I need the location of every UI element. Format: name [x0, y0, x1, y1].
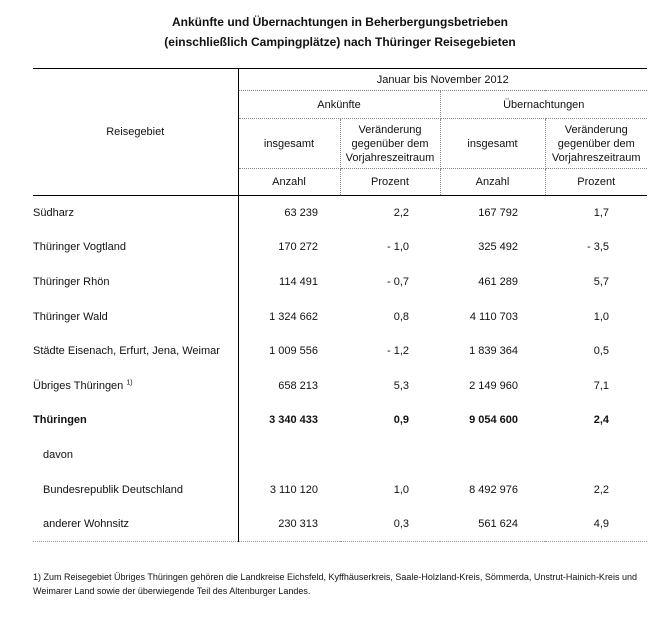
- overnights-count-unit-header: Anzahl: [440, 168, 546, 196]
- arrivals-total-cell: 1 324 662: [269, 310, 318, 323]
- page-title-line-2: (einschließlich Campingplätze) nach Thür…: [164, 35, 516, 49]
- arrivals-change-cell: - 1,2: [386, 345, 409, 358]
- region-cell: Städte Eisenach, Erfurt, Jena, Weimar: [33, 333, 239, 369]
- overnights-change-header: Veränderung gegenüber dem Vorjahreszeitr…: [545, 118, 648, 169]
- footnote-reference: 1): [126, 379, 133, 387]
- table-row: Bundesrepublik Deutschland 3 110 120 1,0…: [33, 472, 647, 507]
- overnights-total-cell: 4 110 703: [469, 310, 518, 323]
- overnights-percent-unit-header: Prozent: [545, 168, 648, 196]
- overnights-change-cell: [545, 438, 647, 473]
- region-cell: Übriges Thüringen 1): [33, 368, 239, 404]
- region-cell: Thüringen: [33, 403, 239, 438]
- table-row: Städte Eisenach, Erfurt, Jena, Weimar 1 …: [33, 333, 647, 369]
- table-row: Thüringer Wald 1 324 662 0,8 4 110 703 1…: [33, 299, 647, 334]
- arrivals-total-cell: [238, 438, 340, 473]
- region-cell: Thüringer Wald: [33, 299, 239, 334]
- table-row: Thüringer Vogtland 170 272 - 1,0 325 492…: [33, 230, 647, 265]
- page-title-line-1: Ankünfte und Übernachtungen in Beherberg…: [171, 15, 509, 29]
- arrivals-total-cell: 3 340 433: [269, 414, 318, 427]
- region-cell: davon: [33, 437, 239, 473]
- overnights-total-cell: 2 149 960: [469, 379, 518, 392]
- arrivals-total-cell: 230 313: [238, 506, 340, 542]
- overnights-total-cell: 325 492: [478, 241, 518, 254]
- table-row: Südharz 63 239 2,2 167 792 1,7: [33, 195, 647, 231]
- arrivals-change-cell: 1,0: [393, 483, 409, 496]
- arrivals-total-cell: 170 272: [278, 241, 318, 254]
- table-row: Thüringer Rhön 114 491 - 0,7 461 289 5,7: [33, 264, 647, 300]
- overnights-total-cell: [440, 438, 545, 473]
- overnights-group-header: Übernachtungen: [440, 90, 648, 119]
- overnights-total-cell: 461 289: [478, 275, 518, 288]
- region-column-header: Reisegebiet: [33, 68, 239, 196]
- table-row: Übriges Thüringen 1) 658 213 5,3 2 149 9…: [33, 368, 647, 404]
- overnights-change-cell: 1,0: [593, 310, 610, 323]
- footnote: 1) Zum Reisegebiet Übriges Thüringen geh…: [33, 571, 658, 598]
- overnights-change-cell: 5,7: [593, 275, 610, 288]
- region-cell: anderer Wohnsitz: [33, 506, 239, 542]
- region-cell: Thüringer Vogtland: [33, 230, 239, 265]
- arrivals-change-cell: [340, 438, 440, 473]
- table-row: anderer Wohnsitz 230 313 0,3 561 624 4,9: [33, 506, 648, 542]
- page-title: Ankünfte und Übernachtungen in Beherberg…: [33, 12, 647, 52]
- overnights-total-cell: 1 839 364: [469, 345, 518, 358]
- arrivals-total-cell: 63 239: [284, 207, 318, 220]
- overnights-total-cell: 8 492 976: [469, 483, 518, 496]
- overnights-total-cell: 9 054 600: [469, 414, 518, 427]
- arrivals-percent-unit-header: Prozent: [340, 168, 441, 196]
- table-row-total: Thüringen 3 340 433 0,9 9 054 600 2,4: [33, 403, 647, 438]
- region-cell: Thüringer Rhön: [33, 264, 239, 300]
- arrivals-change-header: Veränderung gegenüber dem Vorjahreszeitr…: [340, 118, 441, 169]
- overnights-change-cell: 2,4: [593, 414, 610, 427]
- arrivals-change-cell: - 0,7: [386, 275, 409, 288]
- overnights-change-cell: 0,5: [593, 345, 610, 358]
- arrivals-total-header: insgesamt: [238, 118, 341, 169]
- overnights-total-cell: 561 624: [440, 506, 545, 542]
- overnights-total-cell: 167 792: [478, 207, 518, 220]
- region-cell: Bundesrepublik Deutschland: [33, 472, 239, 507]
- overnights-change-cell: 4,9: [545, 506, 648, 542]
- overnights-change-cell: 2,2: [593, 483, 610, 496]
- arrivals-change-cell: 0,8: [393, 310, 409, 323]
- arrivals-count-unit-header: Anzahl: [238, 168, 341, 196]
- arrivals-group-header: Ankünfte: [238, 90, 441, 119]
- table-row-davon: davon: [33, 437, 647, 473]
- overnights-change-cell: 1,7: [593, 207, 610, 220]
- overnights-total-header: insgesamt: [440, 118, 546, 169]
- arrivals-change-cell: 2,2: [393, 207, 409, 220]
- arrivals-total-cell: 1 009 556: [269, 345, 318, 358]
- overnights-change-cell: - 3,5: [587, 241, 610, 254]
- arrivals-total-cell: 114 491: [279, 275, 318, 288]
- footnote-line-2: Weimarer Land sowie der überwiegende Tei…: [33, 585, 311, 596]
- arrivals-change-cell: 0,3: [340, 506, 440, 542]
- arrivals-change-cell: 0,9: [393, 414, 409, 427]
- arrivals-total-cell: 3 110 120: [269, 483, 318, 496]
- statistics-table: Reisegebiet Januar bis November 2012 Ank…: [33, 68, 648, 542]
- region-cell: Südharz: [33, 195, 239, 231]
- footnote-line-1: 1) Zum Reisegebiet Übriges Thüringen geh…: [33, 572, 637, 582]
- period-header: Januar bis November 2012: [238, 68, 648, 91]
- overnights-change-cell: 7,1: [593, 379, 610, 392]
- arrivals-change-cell: - 1,0: [386, 241, 409, 254]
- arrivals-change-cell: 5,3: [393, 379, 409, 392]
- arrivals-total-cell: 658 213: [278, 379, 318, 392]
